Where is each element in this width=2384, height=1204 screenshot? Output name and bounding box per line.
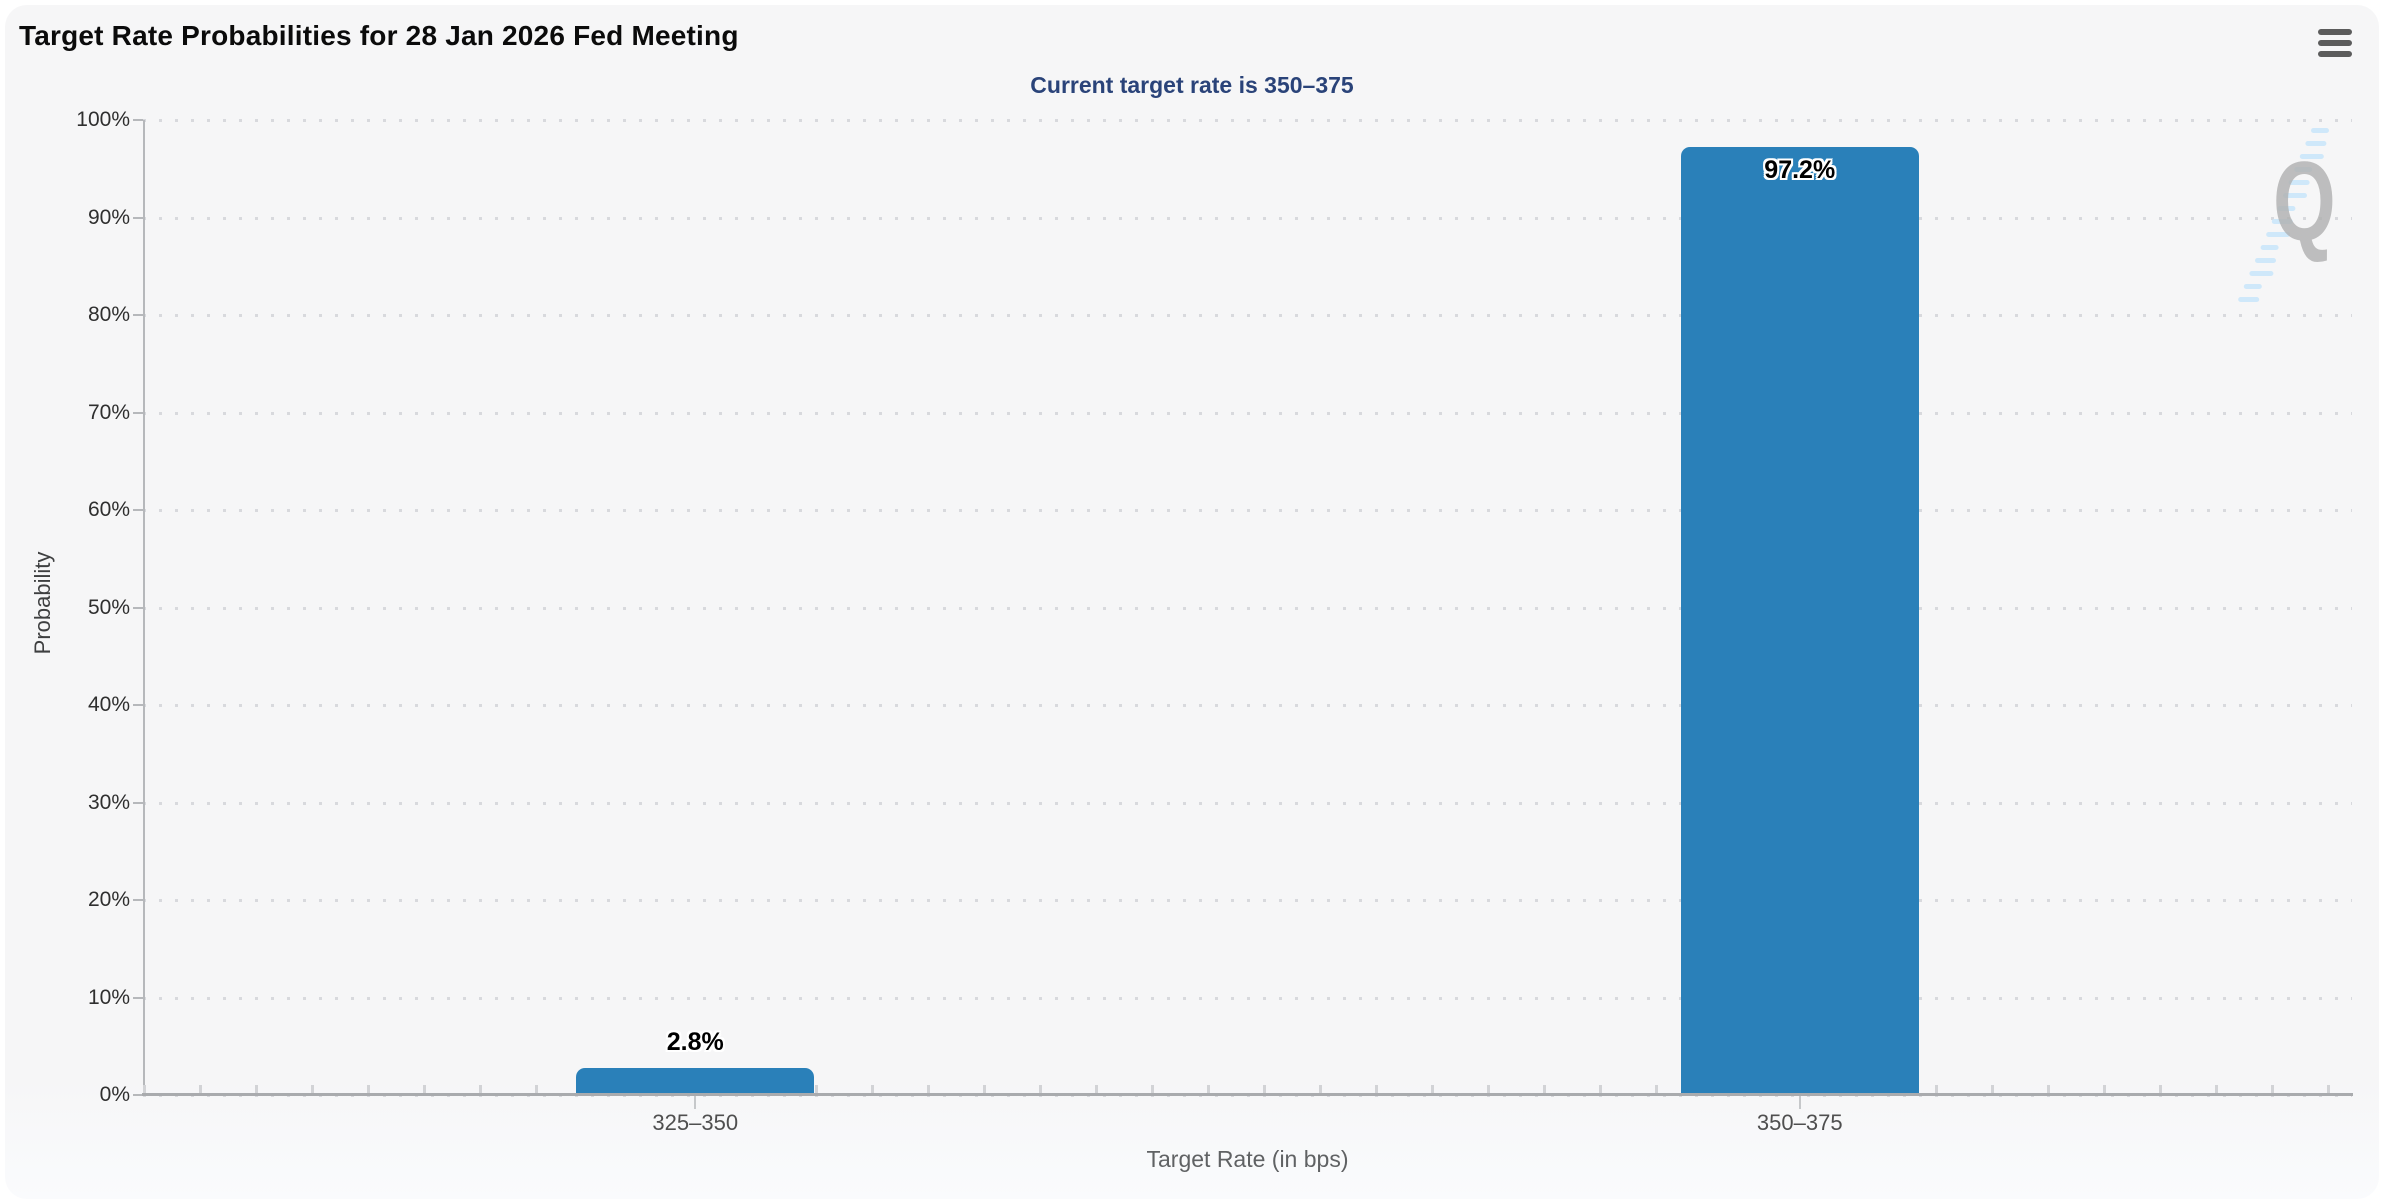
y-tick-label: 20%	[87, 888, 130, 911]
bar-value-label: 97.2%	[1764, 156, 1836, 185]
watermark-q-logo: Q	[2273, 139, 2336, 264]
y-axis-tick	[133, 411, 143, 414]
y-axis-line	[143, 120, 145, 1095]
bar-350–375[interactable]	[1680, 147, 1919, 1095]
plot-area: Q 2.8% 97.2%	[133, 118, 2355, 1109]
gridline	[143, 216, 2352, 220]
y-axis-tick	[133, 216, 143, 219]
watermark: Q	[2215, 118, 2355, 318]
y-axis-tick	[133, 606, 143, 609]
y-axis-tick	[133, 899, 143, 901]
y-tick-label: 40%	[87, 693, 130, 716]
y-tick-label: 10%	[87, 985, 130, 1009]
chart-menu-button[interactable]	[2318, 29, 2352, 62]
gridline	[143, 996, 2352, 1000]
x-axis-title: Target Rate (in bps)	[1146, 1146, 1349, 1172]
y-axis-tick	[133, 996, 143, 999]
x-axis-minor-ticks	[143, 1085, 2352, 1094]
chart-subtitle: Current target rate is 350–375	[1030, 72, 1354, 98]
gridline	[143, 704, 2352, 707]
bar-value-label: 2.8%	[666, 1027, 724, 1056]
y-tick-label: 80%	[87, 303, 130, 326]
x-axis-tick	[694, 1095, 697, 1109]
watermark-swoosh-icon	[2238, 128, 2329, 302]
gridline	[143, 314, 2352, 317]
hamburger-icon	[2318, 51, 2352, 57]
hamburger-icon	[2318, 40, 2352, 46]
y-axis-tick	[133, 704, 143, 706]
x-axis-tick	[1798, 1095, 1801, 1109]
y-tick-label: 70%	[87, 400, 130, 424]
y-axis-tick	[133, 119, 143, 121]
y-tick-label: 30%	[87, 790, 130, 814]
bar-325–350[interactable]	[576, 1067, 815, 1095]
chart-title: Target Rate Probabilities for 28 Jan 202…	[19, 20, 739, 51]
y-tick-label: 100%	[76, 108, 130, 131]
chart-panel	[5, 5, 2379, 1199]
y-tick-label: 60%	[87, 498, 130, 521]
gridline	[143, 801, 2352, 805]
gridline	[143, 509, 2352, 512]
hamburger-icon	[2318, 29, 2352, 35]
y-axis-tick	[133, 509, 143, 511]
gridline	[143, 411, 2352, 415]
x-tick-label: 350–375	[1756, 1110, 1843, 1135]
y-tick-label: 50%	[87, 595, 130, 619]
y-axis-tick	[133, 1094, 143, 1096]
gridline	[143, 119, 2352, 122]
x-axis-line	[142, 1093, 2353, 1096]
gridline	[143, 899, 2352, 902]
y-tick-label: 0%	[99, 1083, 130, 1106]
gridline	[143, 606, 2352, 610]
y-axis-tick	[133, 801, 143, 804]
y-tick-label: 90%	[87, 205, 130, 229]
y-axis-tick	[133, 314, 143, 316]
x-tick-label: 325–350	[652, 1110, 739, 1135]
